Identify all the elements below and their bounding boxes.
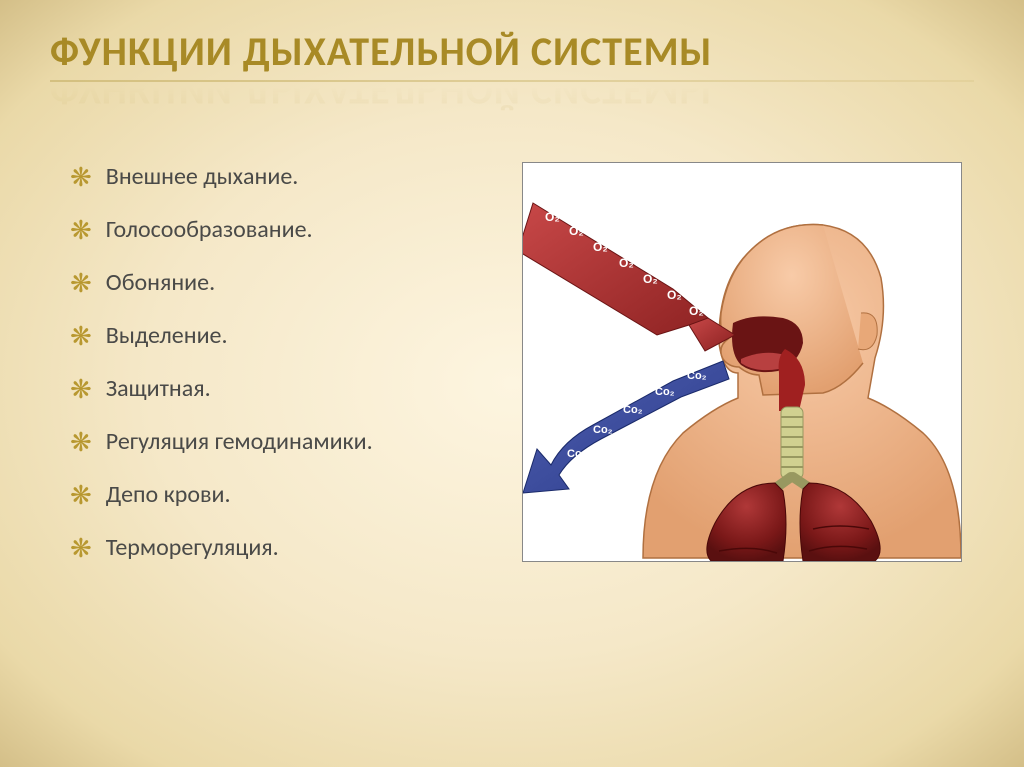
svg-text:O₂: O₂: [569, 224, 584, 238]
svg-text:Co₂: Co₂: [687, 370, 707, 382]
list-item-text: Регуляция гемодинамики.: [106, 427, 373, 456]
bullet-icon: ❋: [70, 270, 92, 296]
list-item-text: Голосообразование.: [106, 215, 313, 244]
respiratory-diagram: O₂ O₂ O₂ O₂ O₂ O₂ O₂ Co₂ Co₂ Co₂ Co₂: [522, 162, 962, 562]
bullet-icon: ❋: [70, 429, 92, 455]
svg-text:O₂: O₂: [667, 288, 682, 302]
list-item: ❋ Голосообразование.: [70, 215, 470, 244]
list-item: ❋ Выделение.: [70, 321, 470, 350]
illustration-container: O₂ O₂ O₂ O₂ O₂ O₂ O₂ Co₂ Co₂ Co₂ Co₂: [510, 162, 974, 562]
list-item-text: Депо крови.: [106, 480, 231, 509]
bullet-icon: ❋: [70, 323, 92, 349]
content-area: ❋ Внешнее дыхание. ❋ Голосообразование. ❋ О…: [50, 162, 974, 586]
list-item-text: Внешнее дыхание.: [106, 162, 299, 191]
svg-text:Co₂: Co₂: [593, 424, 613, 436]
list-item: ❋ Защитная.: [70, 374, 470, 403]
bullet-icon: ❋: [70, 217, 92, 243]
respiratory-svg: O₂ O₂ O₂ O₂ O₂ O₂ O₂ Co₂ Co₂ Co₂ Co₂: [523, 163, 962, 562]
list-item: ❋ Обоняние.: [70, 268, 470, 297]
trachea: [781, 407, 803, 479]
bullet-icon: ❋: [70, 535, 92, 561]
list-item: ❋ Депо крови.: [70, 480, 470, 509]
svg-text:O₂: O₂: [689, 304, 704, 318]
svg-text:Co₂: Co₂: [567, 448, 587, 460]
title-underline: [50, 80, 974, 82]
svg-text:Co₂: Co₂: [655, 386, 675, 398]
bullet-list: ❋ Внешнее дыхание. ❋ Голосообразование. ❋ О…: [50, 162, 470, 586]
list-item: ❋ Терморегуляция.: [70, 533, 470, 562]
slide: ФУНКЦИИ ДЫХАТЕЛЬНОЙ СИСТЕМЫ ФУНКЦИИ ДЫХА…: [0, 0, 1024, 767]
svg-text:O₂: O₂: [619, 256, 634, 270]
list-item-text: Выделение.: [106, 321, 228, 350]
bullet-icon: ❋: [70, 164, 92, 190]
svg-text:O₂: O₂: [545, 210, 560, 224]
list-item-text: Терморегуляция.: [106, 533, 279, 562]
svg-text:O₂: O₂: [643, 272, 658, 286]
svg-text:O₂: O₂: [593, 240, 608, 254]
slide-title: ФУНКЦИИ ДЫХАТЕЛЬНОЙ СИСТЕМЫ: [50, 30, 974, 74]
list-item: ❋ Внешнее дыхание.: [70, 162, 470, 191]
list-item-text: Обоняние.: [106, 268, 215, 297]
list-item-text: Защитная.: [106, 374, 211, 403]
title-reflection: ФУНКЦИИ ДЫХАТЕЛЬНОЙ СИСТЕМЫ: [50, 84, 974, 112]
svg-text:Co₂: Co₂: [623, 404, 643, 416]
bullet-icon: ❋: [70, 376, 92, 402]
title-block: ФУНКЦИИ ДЫХАТЕЛЬНОЙ СИСТЕМЫ ФУНКЦИИ ДЫХА…: [50, 30, 974, 112]
bullet-icon: ❋: [70, 482, 92, 508]
list-item: ❋ Регуляция гемодинамики.: [70, 427, 470, 456]
